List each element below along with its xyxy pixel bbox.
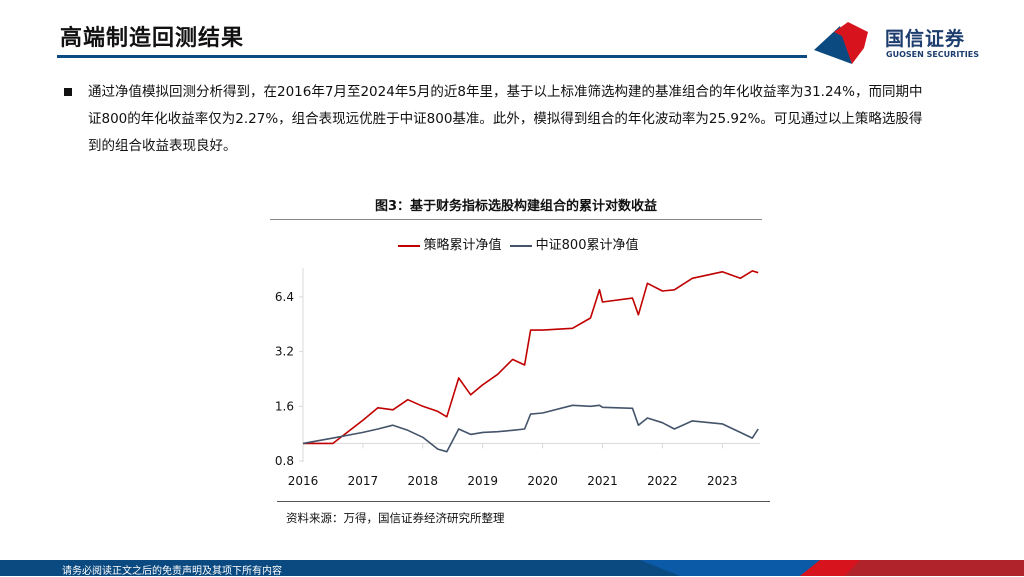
series-line-strategy	[303, 270, 759, 445]
title-divider	[57, 55, 807, 58]
paragraph-line-1: 通过净值模拟回测分析得到，在2016年7月至2024年5月的近8年里，基于以上标…	[88, 84, 923, 100]
y-tick-label: 0.8	[275, 454, 294, 468]
footer-disclaimer: 请务必阅读正文之后的免责声明及其项下所有内容	[62, 566, 282, 577]
paragraph-line-2: 证800的年化收益率仅为2.27%，组合表现远优胜于中证800基准。此外，模拟得…	[88, 111, 923, 127]
footer-decoration-icon	[640, 560, 1024, 576]
page-title: 高端制造回测结果	[60, 26, 245, 51]
paragraph-line-3: 到的组合收益表现良好。	[88, 138, 237, 154]
chart-legend: 策略累计净值 中证800累计净值	[270, 234, 762, 253]
logo-text-en: GUOSEN SECURITIES	[886, 50, 979, 59]
y-tick-label: 1.6	[275, 399, 294, 413]
legend-swatch-strategy	[397, 244, 420, 247]
x-tick-label: 2021	[587, 474, 618, 488]
x-tick-label: 2017	[348, 474, 379, 488]
series-line-csi800	[302, 404, 759, 453]
chart-source: 资料来源：万得，国信证券经济研究所整理	[286, 511, 505, 525]
x-tick-label: 2018	[408, 474, 439, 488]
legend-label-strategy: 策略累计净值	[423, 238, 502, 253]
guosen-logo-icon	[814, 22, 868, 64]
logo-text-cn: 国信证券	[885, 28, 966, 50]
legend-swatch-csi800	[509, 244, 532, 247]
bullet-square-icon	[64, 88, 72, 96]
source-divider	[277, 501, 770, 502]
x-tick-label: 2019	[467, 474, 498, 488]
y-tick-label: 3.2	[275, 345, 294, 359]
x-tick-label: 2022	[647, 474, 678, 488]
x-tick-label: 2023	[707, 474, 738, 488]
footer-bar	[0, 560, 1024, 576]
x-tick-label: 2020	[527, 474, 558, 488]
chart-title: 图3：基于财务指标选股构建组合的累计对数收益	[374, 199, 658, 214]
legend-label-csi800: 中证800累计净值	[535, 238, 639, 253]
y-tick-label: 6.4	[275, 290, 294, 304]
x-tick-label: 2016	[288, 474, 319, 488]
chart-title-divider	[270, 219, 762, 220]
